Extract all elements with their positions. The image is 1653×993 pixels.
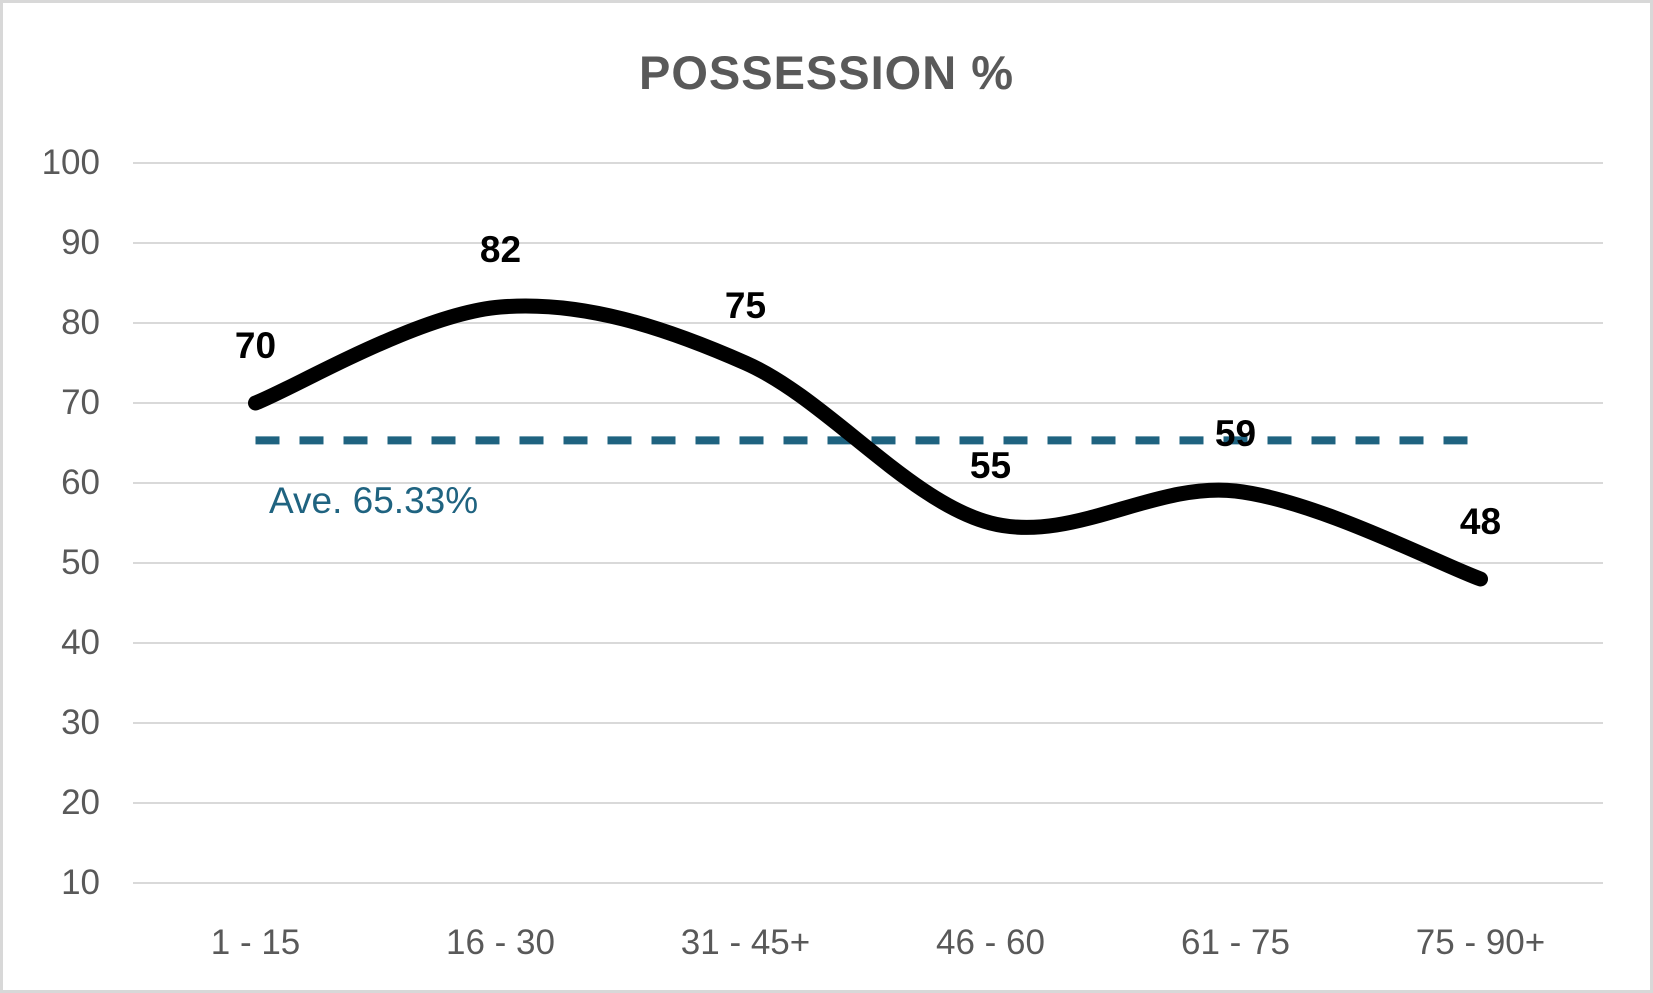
y-axis-tick-label: 10 [61, 863, 100, 902]
y-axis-tick-label: 100 [41, 143, 100, 182]
y-axis-tick-label: 60 [61, 463, 100, 502]
x-axis-tick-label: 46 - 60 [936, 923, 1045, 962]
possession-series-line [248, 298, 1488, 587]
data-label: 82 [479, 229, 522, 270]
y-axis-tick-label: 80 [61, 303, 100, 342]
y-axis-tick-label: 70 [61, 383, 100, 422]
data-label: 75 [724, 285, 767, 326]
x-axis-tick-label: 16 - 30 [446, 923, 555, 962]
x-axis-tick-label: 75 - 90+ [1415, 923, 1546, 962]
y-axis-tick-label: 90 [61, 223, 100, 262]
average-value-label: Ave. 65.33% [269, 480, 479, 521]
line-chart-canvas [133, 162, 1603, 884]
data-label: 48 [1459, 501, 1502, 542]
x-axis-tick-label: 1 - 15 [210, 923, 301, 962]
y-axis-tick-label: 50 [61, 543, 100, 582]
data-label: 55 [969, 445, 1012, 486]
y-axis-tick-label: 30 [61, 703, 100, 742]
data-label: 59 [1214, 413, 1257, 454]
y-axis-tick-label: 40 [61, 623, 100, 662]
y-axis-tick-label: 20 [61, 783, 100, 822]
x-axis-tick-label: 61 - 75 [1181, 923, 1290, 962]
x-axis-tick-label: 31 - 45+ [680, 923, 811, 962]
chart-title: POSSESSION % [638, 46, 1015, 99]
data-label: 70 [234, 325, 277, 366]
